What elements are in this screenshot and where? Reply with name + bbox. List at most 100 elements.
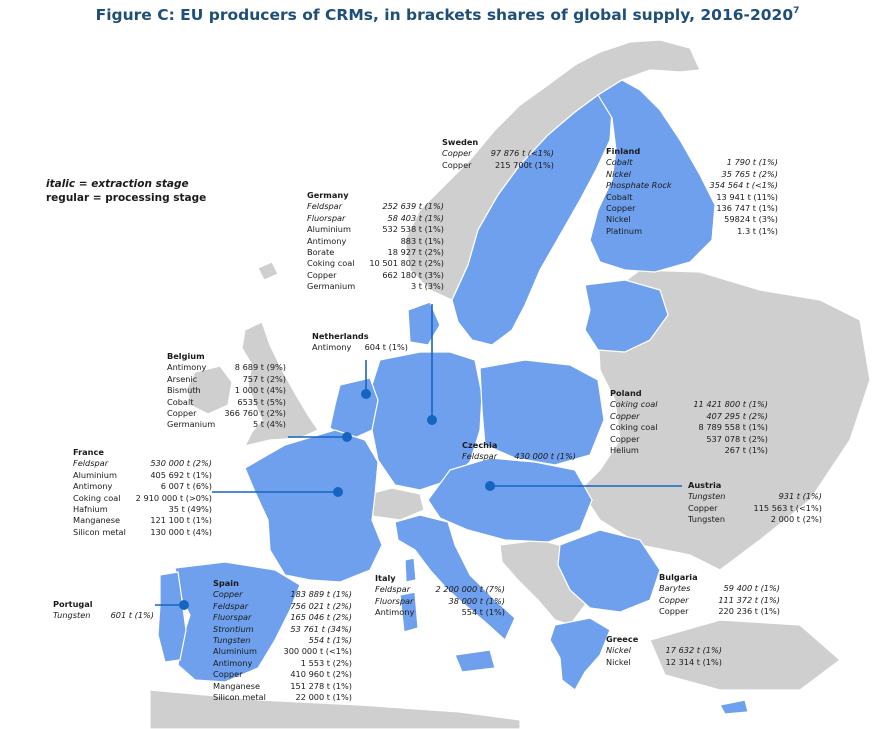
production-value: 8 789 558 t (1%) xyxy=(698,422,768,433)
spain-row: Silicon metal 22 000 t (1%) xyxy=(213,692,352,703)
france-shape xyxy=(244,429,383,583)
bulgaria-row: Copper 111 372 t (1%) xyxy=(659,595,780,606)
material-name: Cobalt xyxy=(606,191,633,202)
material-name: Platinum xyxy=(606,225,643,236)
material-name: Nickel xyxy=(606,168,631,179)
material-name: Aluminium xyxy=(307,224,351,235)
austria-row: Tungsten 2 000 t (2%) xyxy=(688,514,822,525)
spain-name: Spain xyxy=(213,578,239,588)
material-name: Copper xyxy=(659,606,689,617)
bulgaria-row: Barytes 59 400 t (1%) xyxy=(659,583,780,594)
production-value: 252 639 t (1%) xyxy=(382,201,444,212)
material-name: Borate xyxy=(307,246,335,257)
production-value: 5 t (4%) xyxy=(252,419,286,430)
portugal-name: Portugal xyxy=(53,599,93,609)
belgium-row: Bismuth 1 000 t (4%) xyxy=(167,385,286,396)
belgium-row: Copper 366 760 t (2%) xyxy=(167,408,286,419)
production-value: 59 400 t (1%) xyxy=(723,583,780,594)
production-value: 18 927 t (2%) xyxy=(387,246,444,257)
netherlands-block: Netherlands Antimony 604 t (1%) xyxy=(312,331,408,354)
southeast-eu-shape xyxy=(557,529,661,613)
finland-row: Platinum 1.3 t (1%) xyxy=(606,226,778,237)
production-value: 410 960 t (2%) xyxy=(290,669,352,680)
production-value: 354 564 t (<1%) xyxy=(709,180,778,191)
finland-shape xyxy=(589,79,716,273)
france-row: Hafnium 35 t (49%) xyxy=(73,504,212,515)
material-name: Coking coal xyxy=(610,422,658,433)
material-name: Copper xyxy=(442,159,472,170)
material-name: Antimony xyxy=(312,342,352,353)
production-value: 121 100 t (1%) xyxy=(150,515,212,526)
portugal-block: Portugal Tungsten 601 t (1%) xyxy=(53,599,154,622)
italy-name: Italy xyxy=(375,573,396,583)
material-name: Germanium xyxy=(167,419,216,430)
baltic-sea-gap xyxy=(515,285,575,350)
bulgaria-block: Bulgaria Barytes 59 400 t (1%) Copper 111 37… xyxy=(659,572,780,618)
production-value: 532 538 t (1%) xyxy=(382,224,444,235)
production-value: 554 t (1%) xyxy=(308,634,352,645)
belgium-name: Belgium xyxy=(167,351,205,361)
greece-block: Greece Nickel 17 632 t (1%) Nickel 12 314 t … xyxy=(606,634,722,668)
greece-row: Nickel 12 314 t (1%) xyxy=(606,657,722,668)
material-name: Coking coal xyxy=(307,258,355,269)
greece-name: Greece xyxy=(606,634,639,644)
poland-row: Coking coal 8 789 558 t (1%) xyxy=(610,422,768,433)
figure-title: Figure C: EU producers of CRMs, in brack… xyxy=(0,6,895,24)
greece-shape xyxy=(549,617,611,691)
production-value: 17 632 t (1%) xyxy=(665,645,722,656)
poland-row: Copper 407 295 t (2%) xyxy=(610,411,768,422)
material-name: Copper xyxy=(606,202,636,213)
sicily-shape xyxy=(454,649,496,673)
portugal-row: Tungsten 601 t (1%) xyxy=(53,610,154,621)
production-value: 1 553 t (2%) xyxy=(300,657,352,668)
ireland-shape xyxy=(186,365,233,415)
netherlands-row: Antimony 604 t (1%) xyxy=(312,342,408,353)
production-value: 601 t (1%) xyxy=(110,610,154,621)
production-value: 35 765 t (2%) xyxy=(721,168,778,179)
material-name: Tungsten xyxy=(53,610,91,621)
finland-row: Phosphate Rock 354 564 t (<1%) xyxy=(606,180,778,191)
production-value: 11 421 800 t (1%) xyxy=(693,399,768,410)
baltics-shape xyxy=(584,279,669,353)
netherlands-name: Netherlands xyxy=(312,331,369,341)
production-value: 662 180 t (3%) xyxy=(382,269,444,280)
material-name: Fluorspar xyxy=(213,612,252,623)
france-name: France xyxy=(73,447,104,457)
production-value: 757 t (2%) xyxy=(242,373,286,384)
production-value: 13 941 t (11%) xyxy=(716,191,778,202)
germany-row: Copper 662 180 t (3%) xyxy=(307,270,444,281)
material-name: Nickel xyxy=(606,656,631,667)
portugal-marker-dot xyxy=(179,600,189,610)
material-name: Cobalt xyxy=(606,157,633,168)
production-value: 165 046 t (2%) xyxy=(290,612,352,623)
turkey-shape xyxy=(649,619,841,691)
production-value: 53 761 t (34%) xyxy=(290,623,352,634)
production-value: 58 403 t (1%) xyxy=(387,212,444,223)
legend: italic = extraction stage regular = proc… xyxy=(46,177,206,205)
uk-shape xyxy=(241,321,319,447)
production-value: 405 692 t (1%) xyxy=(150,469,212,480)
north-africa-shape xyxy=(149,689,521,729)
production-value: 151 278 t (1%) xyxy=(290,680,352,691)
material-name: Arsenic xyxy=(167,373,198,384)
finland-block: Finland Cobalt 1 790 t (1%) Nickel 35 765 t … xyxy=(606,146,778,237)
material-name: Copper xyxy=(610,433,640,444)
france-row: Aluminium 405 692 t (1%) xyxy=(73,470,212,481)
material-name: Feldspar xyxy=(73,458,109,469)
sweden-block: Sweden Copper 97 876 t (<1%) Copper 215 700t… xyxy=(442,137,554,171)
figure-title-footnote: 7 xyxy=(793,5,800,16)
austria-block: Austria Tungsten 931 t (1%) Copper 115 563 t… xyxy=(688,480,822,526)
france-marker-dot xyxy=(333,487,343,497)
production-value: 1 790 t (1%) xyxy=(726,157,778,168)
poland-name: Poland xyxy=(610,388,642,398)
production-value: 931 t (1%) xyxy=(778,491,822,502)
material-name: Tungsten xyxy=(213,634,251,645)
production-value: 183 889 t (1%) xyxy=(290,589,352,600)
germany-row: Feldspar 252 639 t (1%) xyxy=(307,201,444,212)
corsica-shape xyxy=(404,557,417,583)
production-value: 366 760 t (2%) xyxy=(224,407,286,418)
material-name: Copper xyxy=(610,410,640,421)
material-name: Copper xyxy=(688,502,718,513)
material-name: Copper xyxy=(442,148,472,159)
production-value: 38 000 t (1%) xyxy=(448,595,505,606)
